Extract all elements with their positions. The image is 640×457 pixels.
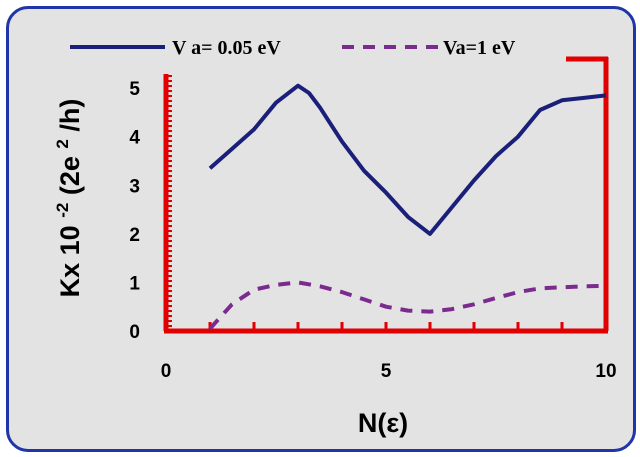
series-line-va-1	[208, 280, 607, 330]
legend-label-va-0.05: V a= 0.05 eV	[172, 37, 281, 59]
legend: V a= 0.05 eV Va=1 eV	[70, 37, 516, 59]
y-title-suffix: /h)	[55, 99, 85, 132]
series-line-va-0.05	[208, 83, 607, 236]
chart-panel	[6, 6, 636, 452]
y-title-exponent-1: -2	[53, 203, 72, 218]
series-lines	[208, 83, 607, 330]
y-axis-title: Kx 10 -2 (2e 2 /h)	[44, 99, 85, 298]
tick-labels: 0 1 2 3 4 5 0 5 10	[129, 79, 616, 382]
x-tick-label: 0	[161, 361, 172, 382]
y-tick-label: 1	[129, 273, 140, 294]
axis-ticks	[166, 75, 608, 332]
x-tick-label: 10	[595, 361, 616, 382]
y-tick-label: 2	[129, 225, 140, 246]
x-tick-label: 5	[381, 361, 392, 382]
y-tick-label: 3	[129, 176, 140, 197]
legend-label-va-1: Va=1 eV	[443, 37, 516, 59]
y-tick-label: 0	[129, 322, 140, 343]
y-tick-label: 4	[129, 128, 140, 149]
y-tick-label: 5	[129, 79, 140, 100]
x-axis-title: N(ε)	[358, 408, 408, 438]
y-title-exponent-2: 2	[53, 139, 72, 148]
y-title-prefix: Kx 10	[55, 225, 85, 297]
y-title-mid: (2e	[55, 156, 85, 195]
